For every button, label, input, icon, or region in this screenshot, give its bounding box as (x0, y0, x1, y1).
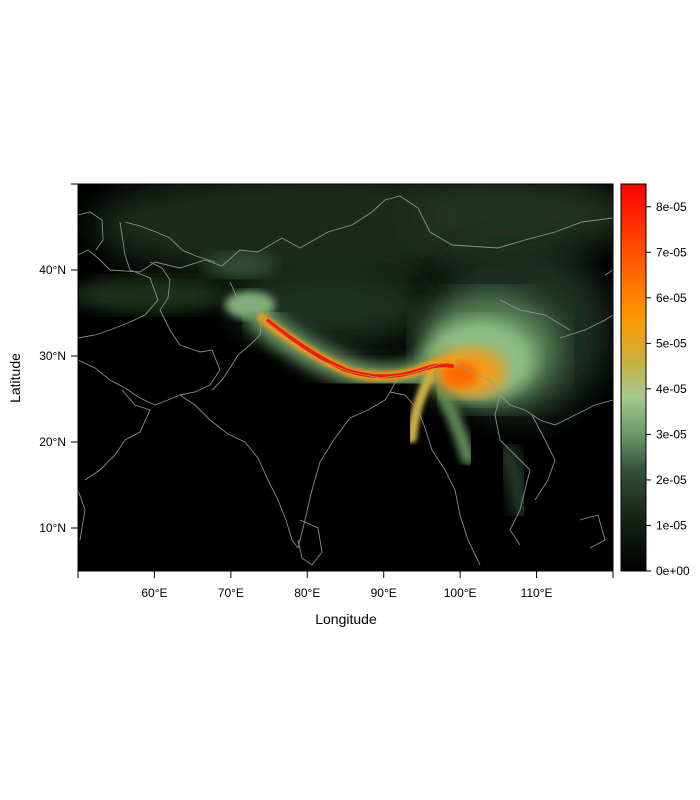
y-tick-label: 30°N (39, 349, 66, 363)
deposition-field (78, 184, 613, 519)
myanmar-tongue (433, 378, 475, 465)
colorbar: 0e+00 1e-05 2e-05 3e-05 4e-05 5e-05 6e-05 7e-05… (620, 183, 690, 578)
y-tick-label: 40°N (39, 263, 66, 277)
heatmap-panel (78, 184, 613, 571)
colorbar-tick-label: 4e-05 (656, 382, 687, 396)
colorbar-tick-label: 1e-05 (656, 518, 687, 532)
y-axis: 10°N 20°N 30°N 40°N (39, 183, 78, 535)
x-tick-label: 80°E (294, 586, 320, 600)
x-axis-title: Longitude (315, 611, 377, 627)
x-tick-label: 60°E (141, 586, 167, 600)
pamir-green (205, 253, 275, 277)
x-tick-label: 100°E (444, 586, 477, 600)
y-tick-label: 10°N (39, 521, 66, 535)
x-axis: 60°E 70°E 80°E 90°E 100°E 110°E (77, 570, 614, 600)
x-tick-label: 110°E (521, 586, 553, 600)
y-axis-title: Latitude (7, 353, 23, 403)
west-haze (78, 277, 230, 313)
colorbar-tick-label: 6e-05 (656, 291, 687, 305)
arakan-tongue (407, 367, 437, 443)
colorbar-tick-label: 2e-05 (656, 473, 687, 487)
colorbar-tick-label: 7e-05 (656, 245, 687, 259)
borders (78, 195, 613, 566)
x-tick-label: 70°E (218, 586, 244, 600)
y-tick-label: 20°N (39, 435, 66, 449)
colorbar-tick-label: 0e+00 (656, 564, 690, 578)
plume-peak (442, 362, 478, 388)
colorbar-tick-label: 5e-05 (656, 336, 687, 350)
colorbar-tick-label: 8e-05 (656, 200, 687, 214)
colorbar-frame (620, 183, 647, 572)
colorbar-tick-label: 3e-05 (656, 427, 687, 441)
northeast-haze (410, 184, 613, 255)
x-tick-label: 90°E (371, 586, 397, 600)
colorbar-gradient (621, 184, 646, 571)
